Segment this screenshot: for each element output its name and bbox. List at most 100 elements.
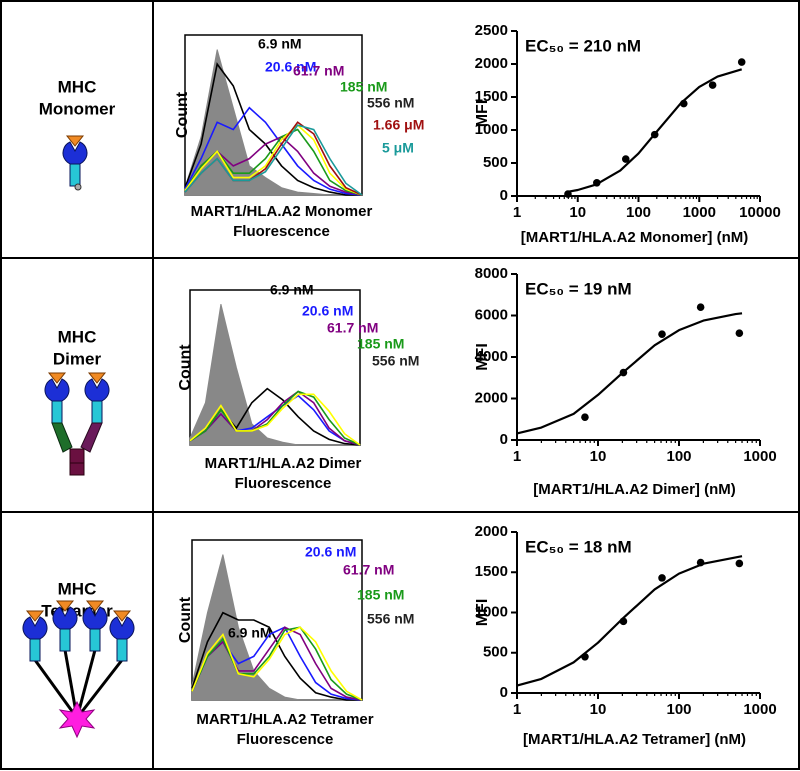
data-point	[581, 652, 589, 661]
x-axis-label: Fluorescence	[233, 223, 330, 240]
y-tick-label: 0	[500, 431, 508, 448]
y-tick-label: 1000	[475, 603, 508, 620]
y-tick-label: 500	[483, 154, 508, 171]
data-point	[696, 558, 705, 567]
x-tick-label: 10000	[739, 204, 781, 221]
monomer-icon	[62, 135, 88, 191]
y-tick-label: 0	[500, 684, 508, 701]
x-tick-label: 100	[626, 204, 651, 221]
histogram-area	[189, 303, 360, 446]
y-tick-label: 2000	[475, 55, 508, 72]
row-label: MHC	[58, 77, 97, 96]
row-label: Dimer	[53, 349, 102, 368]
x-axis-label: [MART1/HLA.A2 Tetramer] (nM)	[523, 731, 746, 748]
series-label: 6.9 nM	[228, 625, 272, 641]
x-tick-label: 1000	[743, 448, 776, 465]
y-axis-label: Count	[177, 344, 194, 391]
series-label: 61.7 nM	[293, 63, 344, 79]
histogram-line	[184, 124, 363, 196]
data-point	[621, 155, 630, 163]
data-point	[696, 303, 705, 312]
x-tick-label: 10	[569, 204, 586, 221]
histogram-line	[189, 393, 361, 446]
data-point	[735, 329, 744, 337]
series-label: 556 nM	[367, 95, 414, 111]
histogram-line	[184, 106, 363, 196]
series-label: 20.6 nM	[305, 544, 356, 560]
x-axis-label: MART1/HLA.A2 Dimer	[205, 455, 362, 472]
series-label: 20.6 nM	[302, 303, 353, 319]
annotation: EC₅₀ = 19 nM	[525, 279, 632, 298]
y-tick-label: 2000	[475, 523, 508, 540]
histogram-line	[189, 390, 361, 446]
series-label: 556 nM	[372, 353, 419, 369]
x-axis-label: [MART1/HLA.A2 Monomer] (nM)	[521, 229, 748, 246]
histogram-line	[184, 124, 363, 196]
x-tick-label: 100	[666, 701, 691, 718]
data-point	[679, 99, 688, 108]
x-axis-label: Fluorescence	[237, 731, 334, 748]
y-axis-label: Count	[177, 596, 194, 643]
data-point	[593, 179, 601, 187]
x-axis-label: MART1/HLA.A2 Monomer	[191, 203, 373, 220]
x-axis-label: Fluorescence	[235, 475, 332, 492]
y-axis-label: MFI	[474, 343, 491, 371]
histogram-line	[189, 390, 361, 446]
dimer-icon	[44, 372, 110, 476]
x-tick-label: 10	[590, 701, 607, 718]
x-tick-label: 1	[513, 448, 521, 465]
x-tick-label: 1000	[743, 701, 776, 718]
data-point	[658, 574, 666, 582]
x-axis-label: MART1/HLA.A2 Tetramer	[196, 711, 373, 728]
fit-curve	[516, 312, 743, 435]
series-label: 61.7 nM	[327, 320, 378, 336]
data-point	[619, 617, 628, 626]
x-axis-label: [MART1/HLA.A2 Dimer] (nM)	[533, 481, 736, 498]
y-tick-label: 4000	[475, 348, 508, 365]
y-tick-label: 6000	[475, 306, 508, 323]
fit-curve	[516, 555, 743, 687]
y-tick-label: 1500	[475, 563, 508, 580]
x-tick-label: 10	[590, 448, 607, 465]
histogram-line	[191, 626, 363, 701]
y-tick-label: 1500	[475, 88, 508, 105]
y-tick-label: 1000	[475, 121, 508, 138]
data-point	[619, 368, 628, 377]
series-label: 185 nM	[340, 79, 387, 95]
y-axis-label: MFI	[474, 100, 491, 128]
series-label: 1.66 μM	[373, 117, 424, 133]
data-point	[564, 190, 572, 198]
row-label: MHC	[58, 579, 97, 598]
fit-curve	[568, 68, 743, 193]
series-label: 61.7 nM	[343, 562, 394, 578]
series-label: 6.9 nM	[258, 36, 302, 52]
series-label: 185 nM	[357, 587, 404, 603]
y-tick-label: 0	[500, 187, 508, 204]
data-point	[581, 413, 589, 421]
y-axis-label: Count	[174, 91, 191, 138]
row-label: MHC	[58, 327, 97, 346]
data-point	[650, 130, 659, 139]
data-point	[735, 559, 744, 568]
x-tick-label: 1	[513, 701, 521, 718]
histogram-line	[191, 626, 363, 701]
series-label: 5 μM	[382, 140, 414, 156]
x-tick-label: 1000	[683, 204, 716, 221]
y-tick-label: 2500	[475, 22, 508, 39]
series-label: 185 nM	[357, 336, 404, 352]
series-label: 6.9 nM	[270, 282, 314, 298]
y-tick-label: 500	[483, 644, 508, 661]
series-label: 556 nM	[367, 611, 414, 627]
data-point	[658, 330, 666, 338]
histogram-line	[191, 626, 363, 701]
x-tick-label: 1	[513, 204, 521, 221]
y-tick-label: 8000	[475, 265, 508, 282]
data-point	[737, 58, 746, 66]
y-axis-label: MFI	[474, 599, 491, 627]
annotation: EC₅₀ = 18 nM	[525, 537, 632, 556]
y-tick-label: 2000	[475, 389, 508, 406]
annotation: EC₅₀ = 210 nM	[525, 36, 641, 55]
x-tick-label: 100	[666, 448, 691, 465]
